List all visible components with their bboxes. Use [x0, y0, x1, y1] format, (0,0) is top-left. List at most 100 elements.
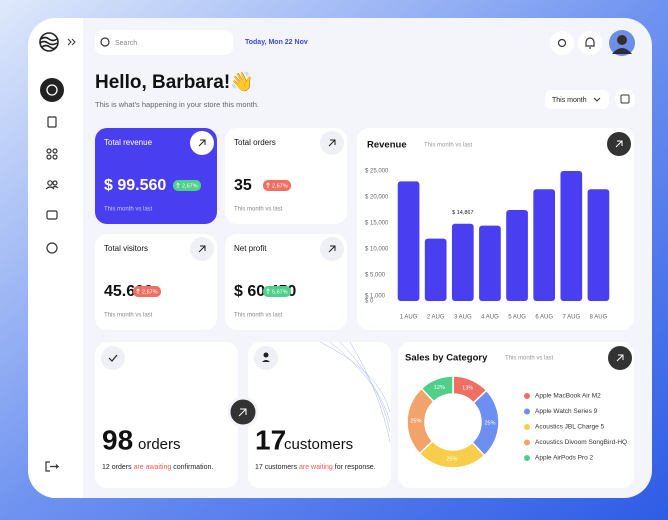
sales-title: Sales by Category: [405, 353, 488, 364]
check-icon: [108, 354, 118, 362]
bar: [533, 189, 556, 301]
wave-decoration: [319, 341, 391, 443]
card-title: Total revenue: [104, 138, 153, 147]
text-highlight: are awaiting: [134, 464, 172, 471]
settings-button[interactable]: [550, 31, 574, 55]
change-value: 2,67%: [142, 289, 158, 295]
avatar-body: [612, 48, 632, 54]
card-value: 35: [234, 177, 252, 194]
card-note: This month vs last: [234, 313, 283, 319]
text-part: for response.: [333, 464, 376, 471]
nav-orders[interactable]: [47, 116, 57, 128]
x-tick-label: 1 AUG: [400, 315, 418, 321]
customers-text: 17 customers are waiting for response.: [255, 464, 376, 471]
y-tick-label: $ 0: [365, 299, 374, 305]
card-note: This month vs last: [104, 313, 153, 319]
arrow-icon: [328, 245, 336, 253]
stat-card: [225, 128, 347, 224]
text-part: 17 customers: [255, 464, 299, 471]
nav-dashboard[interactable]: [40, 78, 64, 102]
search-icon: [100, 37, 110, 47]
search-box[interactable]: [95, 30, 233, 55]
x-tick-label: 3 AUG: [454, 315, 472, 321]
bar: [506, 210, 528, 301]
text-part: confirmation.: [171, 464, 213, 471]
text-highlight: are waiting: [299, 464, 333, 471]
nav-chat[interactable]: [46, 242, 58, 254]
segment-label: 25%: [446, 456, 457, 462]
stat-cards: Total revenue $ 99.560 2,67% This month vs …: [95, 128, 347, 330]
dropdown-icon: [593, 97, 601, 102]
notifications-button[interactable]: [578, 31, 602, 55]
change-arrow: [136, 288, 140, 294]
legend-dot: [524, 424, 530, 430]
nav-grid[interactable]: [46, 148, 58, 160]
person-icon: [263, 352, 269, 358]
arrow-icon: [198, 139, 206, 147]
arrow-icon: [198, 245, 206, 253]
segment-label: 12%: [434, 385, 445, 391]
x-tick-label: 6 AUG: [535, 315, 553, 321]
text-part: 12 orders: [102, 464, 134, 471]
bar: [451, 223, 474, 301]
x-tick-label: 5 AUG: [508, 315, 526, 321]
check-button: [101, 346, 125, 370]
nav-icon: [46, 84, 58, 96]
legend-dot: [524, 408, 530, 415]
bar: [479, 225, 501, 301]
change-value: 5,67%: [272, 289, 288, 295]
card-note: This month vs last: [104, 207, 153, 213]
revenue-title: Revenue: [367, 140, 407, 151]
nav-users[interactable]: [45, 180, 59, 190]
change-badge: [263, 180, 291, 191]
nav-messages[interactable]: [46, 210, 58, 220]
avatar-face: [617, 35, 627, 45]
change-arrow: [266, 288, 270, 294]
legend-dot: [524, 439, 530, 446]
customers-unit: customers: [284, 436, 353, 453]
revenue-subtitle: This month vs last: [424, 143, 473, 149]
person-icon: [262, 360, 270, 362]
settings-icon: [557, 38, 567, 48]
x-tick-label: 8 AUG: [590, 315, 608, 321]
revenue-chart: $ 0$ 1,000 $ 5,000 $ 10,000 $ 15,000 $ 20,00…: [365, 169, 610, 321]
orders-count: 98: [102, 424, 133, 455]
value-label-bg: [448, 207, 477, 218]
calendar-icon: [620, 94, 630, 104]
legend-label: Acoustics JBL Charge 5: [535, 424, 605, 431]
sales-chart: 13% 25% 25% 25% 12% Apple MacBook Air M2 Apple…: [406, 375, 627, 469]
nav-icons: [45, 116, 60, 472]
donut-segment: [420, 375, 454, 403]
greeting-title: Hello, Barbara!👋: [95, 71, 254, 93]
change-value: 2,67%: [182, 183, 198, 189]
segment-label: 25%: [411, 418, 422, 424]
customers-card: [248, 342, 391, 488]
y-tick-label: $ 10,000: [365, 247, 389, 253]
card-title: Total orders: [234, 138, 276, 147]
segment-label: 13%: [462, 385, 473, 391]
arrow-icon: [615, 140, 623, 148]
bar: [560, 171, 583, 301]
x-tick-label: 4 AUG: [481, 315, 499, 321]
bar: [397, 181, 420, 301]
change-arrow: [266, 182, 270, 188]
expand-icon[interactable]: [67, 38, 76, 46]
sales-card: [398, 342, 634, 488]
stat-card: [95, 128, 217, 224]
calendar-button[interactable]: [615, 89, 635, 109]
logo: [39, 32, 59, 52]
x-tick-label: 2 AUG: [427, 315, 445, 321]
arrow-icon: [238, 408, 247, 417]
customers-count: 17: [255, 424, 286, 455]
search-placeholder: Search: [115, 40, 137, 47]
card-note: This month vs last: [234, 207, 283, 213]
y-tick-label: $ 25,000: [365, 169, 389, 175]
legend-dot: [524, 455, 530, 461]
legend-label: Acoustics Divoom SongBird-HQ: [535, 439, 627, 446]
period-select[interactable]: [545, 90, 609, 109]
sidebar: [28, 18, 83, 498]
stat-card: [95, 234, 217, 330]
logout[interactable]: [45, 461, 60, 472]
